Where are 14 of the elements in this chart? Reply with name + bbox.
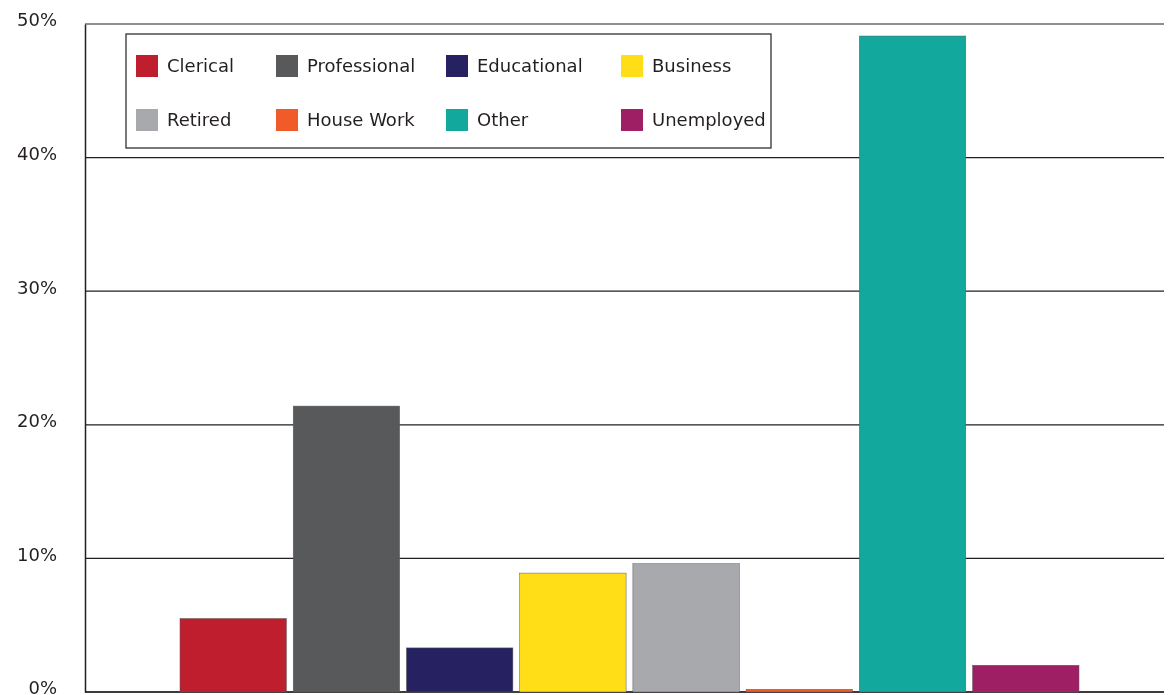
- legend-label: Retired: [167, 109, 232, 131]
- legend-label: House Work: [307, 109, 416, 131]
- y-tick-label: 20%: [16, 410, 57, 432]
- legend-label: Clerical: [167, 55, 234, 77]
- y-tick-label: 10%: [16, 543, 57, 565]
- legend-label: Other: [477, 109, 529, 131]
- y-tick-label: 50%: [16, 9, 57, 31]
- legend-label: Business: [652, 55, 732, 77]
- y-tick-label: 40%: [16, 142, 57, 164]
- y-tick-label: 30%: [16, 276, 57, 298]
- y-tick-label: 0%: [28, 677, 57, 695]
- legend-label: Professional: [307, 55, 416, 77]
- legend-label: Educational: [477, 55, 583, 77]
- legend-label: Unemployed: [652, 109, 766, 131]
